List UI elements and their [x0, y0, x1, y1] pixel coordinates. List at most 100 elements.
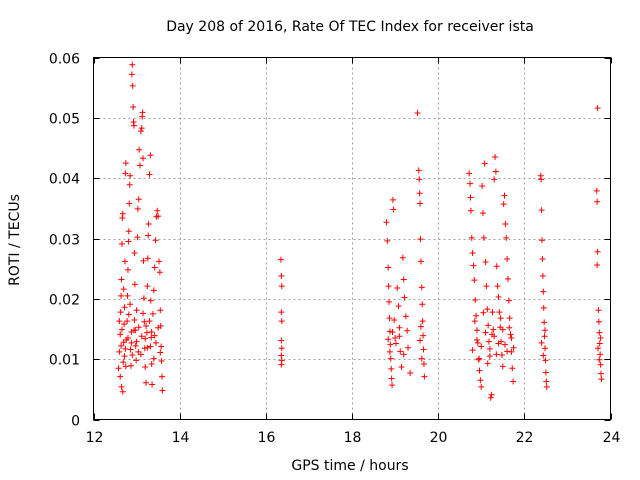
data-point: [469, 347, 476, 354]
data-point: [497, 315, 504, 322]
data-point: [400, 351, 407, 358]
data-point: [140, 257, 147, 264]
data-point: [135, 348, 142, 355]
data-point: [126, 200, 133, 207]
data-point: [133, 338, 140, 345]
data-point: [495, 294, 502, 301]
data-point: [488, 391, 495, 398]
data-point: [398, 364, 405, 371]
data-point: [140, 295, 147, 302]
data-point: [390, 206, 397, 213]
data-point: [597, 335, 604, 342]
data-point: [499, 363, 506, 370]
data-point: [129, 82, 136, 89]
data-point: [480, 234, 487, 241]
data-point: [144, 255, 151, 262]
data-point: [122, 170, 129, 177]
data-point: [405, 344, 412, 351]
data-point: [133, 307, 140, 314]
data-point: [128, 339, 135, 346]
data-point: [401, 294, 408, 301]
data-point: [595, 307, 602, 314]
y-tick-labels: 0 0.01 0.02 0.03 0.04 0.05 0.06: [49, 52, 80, 430]
data-point: [467, 207, 474, 214]
data-point: [541, 319, 548, 326]
data-point: [143, 379, 150, 386]
data-point: [154, 207, 161, 214]
data-point: [421, 373, 428, 380]
data-point: [414, 110, 421, 117]
data-point: [506, 315, 513, 322]
data-point: [594, 262, 601, 269]
data-point: [387, 355, 394, 362]
data-point: [152, 339, 159, 346]
data-point: [142, 364, 149, 371]
data-point: [134, 205, 141, 212]
data-point: [396, 333, 403, 340]
data-point: [598, 370, 605, 377]
data-point: [486, 338, 493, 345]
data-point: [494, 283, 501, 290]
data-point: [116, 348, 123, 355]
data-point: [155, 258, 162, 265]
data-point: [148, 329, 155, 336]
data-point: [143, 329, 150, 336]
data-point: [115, 365, 122, 372]
data-point: [130, 327, 137, 334]
data-point: [130, 122, 137, 129]
data-point: [483, 283, 490, 290]
data-point: [596, 340, 603, 347]
data-point: [417, 258, 424, 265]
data-point: [157, 349, 164, 356]
data-point: [118, 240, 125, 247]
data-point: [141, 345, 148, 352]
data-point: [501, 341, 508, 348]
data-point: [417, 323, 424, 330]
data-point: [508, 335, 515, 342]
data-point: [598, 376, 605, 383]
data-point: [476, 355, 483, 362]
data-point: [495, 340, 502, 347]
data-point: [149, 381, 156, 388]
data-points: [115, 61, 605, 401]
data-point: [400, 276, 407, 283]
data-point: [124, 318, 131, 325]
data-point: [389, 329, 396, 336]
data-point: [467, 194, 474, 201]
data-point: [383, 219, 390, 226]
data-point: [541, 333, 548, 340]
data-point: [125, 238, 132, 245]
data-point: [137, 162, 144, 169]
data-point: [137, 128, 144, 135]
data-point: [391, 316, 398, 323]
data-point: [151, 264, 158, 271]
data-point: [467, 180, 474, 187]
data-point: [594, 248, 601, 255]
data-point: [127, 301, 134, 308]
data-point: [596, 356, 603, 363]
y-tick-label: 0: [71, 414, 80, 430]
data-point: [278, 345, 285, 352]
data-point: [538, 176, 545, 183]
x-axis-label: GPS time / hours: [291, 458, 408, 474]
data-point: [471, 318, 478, 325]
data-point: [479, 210, 486, 217]
data-point: [501, 192, 508, 199]
x-tick-label: 22: [516, 430, 534, 446]
data-point: [278, 309, 285, 316]
axis-ticks: [93, 57, 612, 421]
y-tick-label: 0.04: [49, 172, 80, 188]
data-point: [416, 176, 423, 183]
y-axis-label: ROTI / TECUs: [7, 194, 23, 286]
data-point: [127, 172, 134, 179]
data-point: [594, 105, 601, 112]
data-point: [500, 201, 507, 208]
data-point: [510, 344, 517, 351]
data-point: [392, 335, 399, 342]
data-point: [118, 292, 125, 299]
data-point: [417, 200, 424, 207]
data-point: [386, 328, 393, 335]
data-point: [122, 160, 129, 167]
data-point: [278, 272, 285, 279]
data-point: [385, 283, 392, 290]
